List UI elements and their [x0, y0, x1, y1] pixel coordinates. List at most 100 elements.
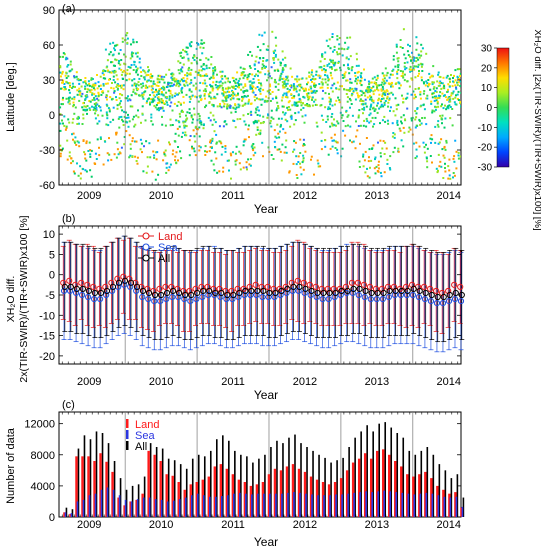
scatter-point [153, 83, 156, 85]
bar [123, 505, 126, 517]
data-point [230, 291, 237, 299]
scatter-point [403, 131, 406, 134]
scatter-point [448, 85, 451, 88]
scatter-point [356, 58, 358, 61]
scatter-point [293, 101, 296, 104]
x-tick-label: 2012 [293, 376, 317, 388]
scatter-point [368, 156, 370, 159]
scatter-point [302, 138, 305, 141]
bar [83, 435, 86, 517]
scatter-point [147, 74, 150, 76]
scatter-point [214, 68, 217, 71]
data-point [139, 287, 147, 295]
scatter-point [157, 96, 160, 99]
data-point [78, 291, 86, 299]
scatter-point [150, 98, 153, 101]
data-point [121, 281, 128, 288]
scatter-point [59, 144, 62, 147]
scatter-point [363, 91, 366, 94]
colorbar-gradient [496, 47, 510, 168]
bar [339, 478, 343, 517]
scatter-point [102, 70, 105, 72]
scatter-point [186, 72, 189, 75]
scatter-point [110, 71, 113, 74]
scatter-point [170, 84, 173, 87]
scatter-point [360, 76, 362, 79]
scatter-point [333, 124, 336, 127]
scatter-point [245, 161, 248, 164]
scatter-point [74, 86, 76, 88]
bar [424, 471, 427, 517]
scatter-point [59, 122, 62, 125]
scatter-point [384, 91, 387, 94]
legend-label-land: Land [158, 231, 182, 243]
scatter-point [435, 99, 438, 102]
scatter-point [127, 125, 130, 128]
bar [65, 507, 68, 517]
panel-c-label: (c) [62, 399, 75, 411]
legend-swatch [126, 441, 129, 450]
scatter-point [85, 94, 88, 97]
data-point [427, 297, 435, 305]
scatter-point [137, 116, 140, 119]
data-point [356, 285, 363, 293]
scatter-point [291, 75, 294, 78]
scatter-point [452, 80, 454, 83]
bar [185, 468, 188, 517]
bar [219, 464, 223, 517]
scatter-point [190, 81, 193, 84]
scatter-point [225, 99, 228, 102]
scatter-point [239, 66, 242, 69]
scatter-point [252, 154, 255, 157]
scatter-point [108, 153, 111, 156]
scatter-point [119, 49, 122, 51]
data-point [176, 289, 183, 297]
scatter-point [322, 118, 325, 121]
scatter-point [337, 60, 340, 63]
scatter-point [234, 103, 237, 106]
scatter-point [274, 53, 277, 56]
bar [414, 454, 417, 517]
scatter-point [415, 155, 418, 158]
scatter-point [135, 87, 138, 90]
scatter-point [88, 141, 91, 144]
scatter-point [406, 80, 409, 83]
bar [443, 496, 446, 517]
scatter-point [315, 104, 318, 106]
bar [402, 437, 405, 517]
data-point [60, 279, 67, 286]
data-point [433, 300, 441, 307]
scatter-point [81, 106, 84, 109]
scatter-point [369, 105, 372, 108]
scatter-point [389, 83, 392, 86]
scatter-point [401, 47, 404, 49]
scatter-point [455, 94, 457, 97]
bar [425, 492, 428, 517]
scatter-point [371, 77, 374, 80]
scatter-point [434, 141, 437, 144]
scatter-point [216, 171, 219, 174]
scatter-point [351, 66, 354, 68]
scatter-point [350, 69, 353, 72]
y-tick-label: 0 [49, 110, 55, 122]
scatter-point [141, 112, 144, 115]
scatter-point [438, 141, 441, 144]
scatter-point [262, 121, 265, 124]
scatter-point [63, 86, 66, 88]
data-point [416, 287, 423, 295]
scatter-point [170, 73, 173, 76]
scatter-point [296, 80, 299, 83]
scatter-point [242, 144, 245, 147]
scatter-point [81, 123, 84, 125]
scatter-point [210, 63, 213, 66]
scatter-point [153, 91, 156, 94]
data-point [270, 285, 277, 293]
scatter-point [381, 147, 384, 150]
scatter-point [314, 84, 317, 87]
scatter-point [269, 122, 272, 125]
scatter-point [429, 137, 432, 140]
scatter-point [285, 94, 288, 97]
scatter-point [141, 105, 144, 108]
bar [208, 496, 211, 517]
scatter-point [97, 99, 100, 102]
